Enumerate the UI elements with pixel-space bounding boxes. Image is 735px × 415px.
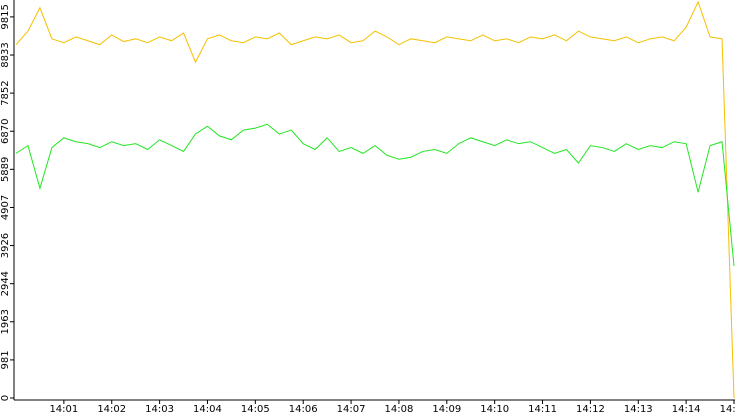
x-tick-label: 14:12 (576, 404, 605, 415)
x-tick-label: 14:11 (528, 404, 557, 415)
y-tick-label: 0 (0, 395, 11, 401)
y-tick-label: 2944 (0, 271, 11, 296)
x-tick-label: 14:09 (432, 404, 461, 415)
x-tick-label: 14:04 (193, 404, 222, 415)
y-tick-label: 5889 (0, 157, 11, 182)
x-tick-label: 14:05 (241, 404, 270, 415)
y-tick-label: 3926 (0, 233, 11, 258)
y-tick-label: 6870 (0, 119, 11, 144)
x-tick-label: 14:08 (385, 404, 414, 415)
x-tick-label: 14:03 (145, 404, 174, 415)
y-tick-label: 9815 (0, 4, 11, 29)
y-tick-label: 1963 (0, 309, 11, 334)
x-tick-label: 14:02 (97, 404, 126, 415)
x-tick-label: 14:01 (49, 404, 78, 415)
x-tick-label: 14:13 (624, 404, 653, 415)
x-tick-label: 14:15 (720, 404, 735, 415)
x-tick-label: 14:10 (480, 404, 509, 415)
y-tick-label: 8833 (0, 42, 11, 67)
x-tick-label: 14:07 (337, 404, 366, 415)
series-line (15, 0, 735, 399)
y-tick-label: 4907 (0, 195, 11, 220)
series-line (15, 123, 735, 267)
x-tick-label: 14:06 (289, 404, 318, 415)
y-tick-label: 7852 (0, 80, 11, 105)
y-tick-label: 981 (0, 350, 11, 369)
x-tick-label: 14:14 (672, 404, 701, 415)
